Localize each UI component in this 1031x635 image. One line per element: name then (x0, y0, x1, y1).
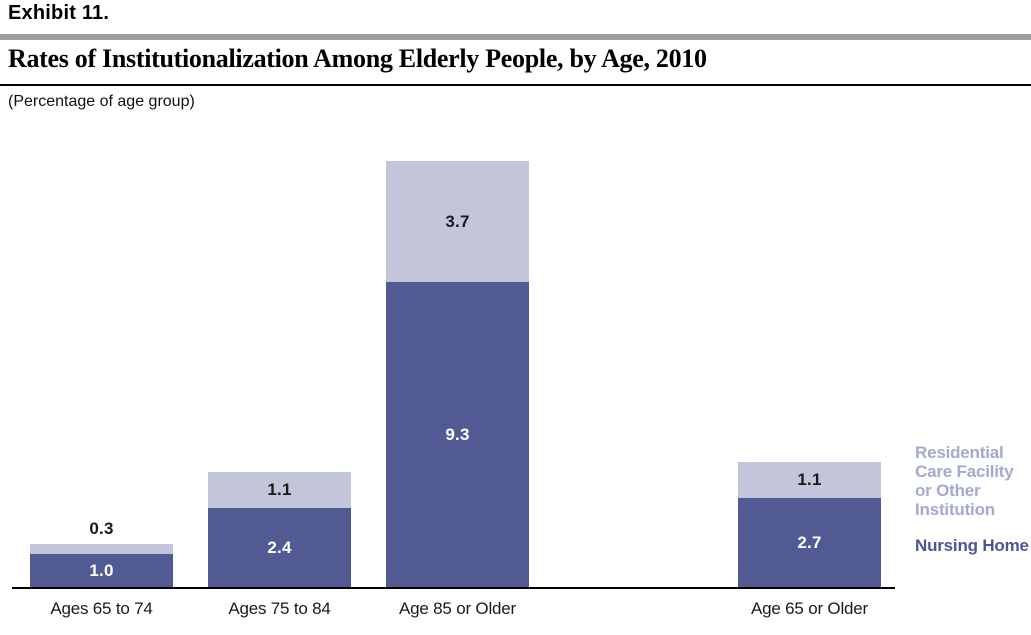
category-axis-label: Ages 65 to 74 (50, 599, 153, 618)
stacked-bar-chart-plot-area: 1.0 0.3 Ages 65 to 74 1.1 2.4 Ages 75 to 84 3.… (12, 150, 895, 618)
bar-segment-residential-care: 1.1 (208, 472, 351, 508)
category-axis-label: Age 85 or Older (398, 599, 516, 618)
axis-units-subtitle: (Percentage of age group) (8, 93, 195, 110)
value-label-nursing-home: 2.7 (797, 532, 822, 552)
bar-segment-residential-care: 3.7 (386, 161, 529, 282)
value-label-nursing-home: 2.4 (267, 537, 292, 557)
bar-group: 1.1 2.7 (738, 462, 881, 587)
bar-group: 1.1 2.4 (208, 472, 351, 587)
value-label-residential: 0.3 (89, 519, 114, 538)
bar-segment-residential-care: 1.1 (738, 462, 881, 498)
value-label-residential: 1.1 (267, 480, 292, 499)
category-axis-label: Age 65 or Older (750, 599, 868, 618)
value-label-residential: 3.7 (445, 211, 470, 231)
exhibit-label: Exhibit 11. (8, 2, 110, 24)
chart-title: Rates of Institutionalization Among Elde… (8, 44, 707, 73)
legend-item-residential-care: Residential Care Facility or Other Insti… (915, 443, 1014, 519)
bar-segment-residential-care (30, 544, 173, 554)
bar-segment-nursing-home: 2.7 (738, 498, 881, 587)
bar-segment-nursing-home: 1.0 (30, 554, 173, 587)
category-axis-label: Ages 75 to 84 (228, 599, 331, 618)
bar-group: 1.0 0.3 (30, 519, 173, 587)
header-gray-bar (0, 34, 1031, 40)
bar-segment-nursing-home: 2.4 (208, 508, 351, 587)
bar-group: 3.7 9.3 (386, 161, 529, 587)
legend-item-nursing-home: Nursing Home (915, 536, 1029, 555)
value-label-nursing-home: 9.3 (445, 424, 470, 444)
value-label-nursing-home: 1.0 (89, 560, 114, 580)
title-divider-rule (0, 84, 1031, 86)
value-label-residential: 1.1 (797, 470, 822, 489)
bar-segment-nursing-home: 9.3 (386, 282, 529, 587)
